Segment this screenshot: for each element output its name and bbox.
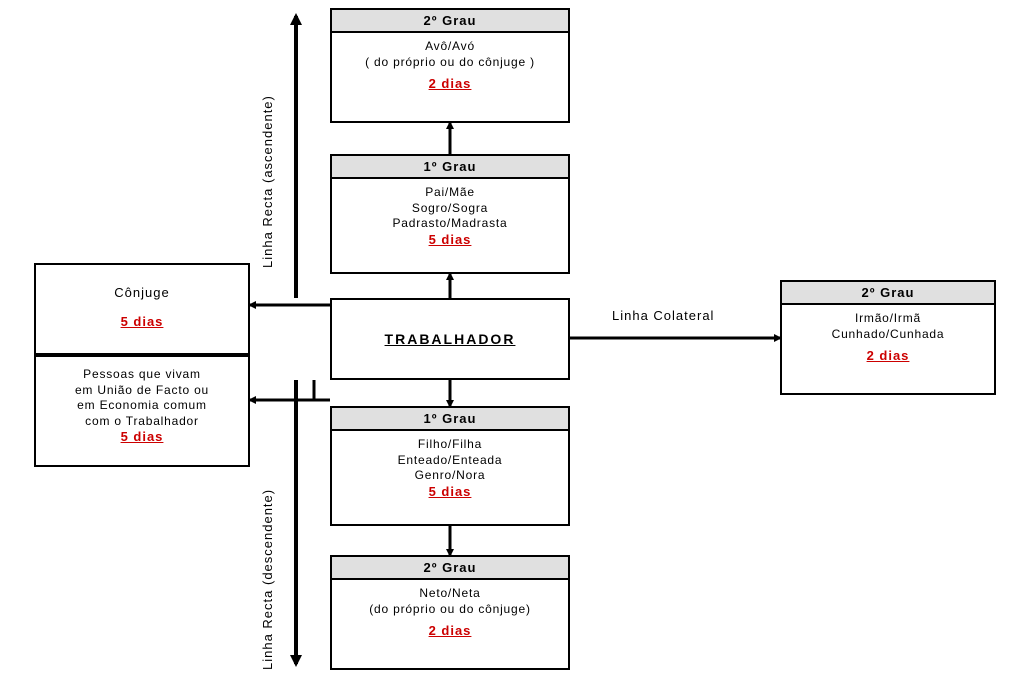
node-days: 5 dias bbox=[40, 314, 244, 331]
node-line: Neto/Neta bbox=[336, 586, 564, 602]
node-line: Padrasto/Madrasta bbox=[336, 216, 564, 232]
node-body: Pessoas que vivam em União de Facto ou e… bbox=[36, 357, 248, 450]
node-days: 5 dias bbox=[40, 429, 244, 446]
node-line: Cunhado/Cunhada bbox=[786, 327, 990, 343]
node-line: Genro/Nora bbox=[336, 468, 564, 484]
node-uniao-facto: Pessoas que vivam em União de Facto ou e… bbox=[34, 355, 250, 467]
node-days: 2 dias bbox=[336, 76, 564, 93]
node-header: 2º Grau bbox=[332, 557, 568, 580]
axis-label-ascendente: Linha Recta (ascendente) bbox=[260, 16, 275, 268]
node-line: Sogro/Sogra bbox=[336, 201, 564, 217]
node-line: (do próprio ou do cônjuge) bbox=[336, 602, 564, 618]
diagram-canvas: Linha Recta (ascendente) Linha Recta (de… bbox=[0, 0, 1024, 690]
node-line: em Economia comum bbox=[40, 398, 244, 414]
node-colateral-2grau: 2º Grau Irmão/Irmã Cunhado/Cunhada 2 dia… bbox=[780, 280, 996, 395]
node-line: em União de Facto ou bbox=[40, 383, 244, 399]
node-trabalhador: TRABALHADOR bbox=[330, 298, 570, 380]
node-line: com o Trabalhador bbox=[40, 414, 244, 430]
node-line: Pai/Mãe bbox=[336, 185, 564, 201]
node-body: Pai/Mãe Sogro/Sogra Padrasto/Madrasta 5 … bbox=[332, 179, 568, 253]
node-body: Filho/Filha Enteado/Enteada Genro/Nora 5… bbox=[332, 431, 568, 505]
node-line: Irmão/Irmã bbox=[786, 311, 990, 327]
node-line: Enteado/Enteada bbox=[336, 453, 564, 469]
axis-label-descendente: Linha Recta (descendente) bbox=[260, 410, 275, 670]
node-asc-2grau: 2º Grau Avô/Avó ( do próprio ou do cônju… bbox=[330, 8, 570, 123]
node-line: Cônjuge bbox=[40, 285, 244, 302]
node-header: 1º Grau bbox=[332, 408, 568, 431]
node-conjuge: Cônjuge 5 dias bbox=[34, 263, 250, 355]
node-days: 2 dias bbox=[786, 348, 990, 365]
node-line: Filho/Filha bbox=[336, 437, 564, 453]
node-line: ( do próprio ou do cônjuge ) bbox=[336, 55, 564, 71]
node-desc-2grau: 2º Grau Neto/Neta (do próprio ou do cônj… bbox=[330, 555, 570, 670]
node-days: 5 dias bbox=[336, 232, 564, 249]
node-days: 2 dias bbox=[336, 623, 564, 640]
node-header: 2º Grau bbox=[782, 282, 994, 305]
center-label: TRABALHADOR bbox=[385, 331, 516, 347]
node-days: 5 dias bbox=[336, 484, 564, 501]
node-body: Irmão/Irmã Cunhado/Cunhada 2 dias bbox=[782, 305, 994, 369]
node-header: 2º Grau bbox=[332, 10, 568, 33]
node-body: Cônjuge 5 dias bbox=[36, 265, 248, 335]
node-line: Pessoas que vivam bbox=[40, 367, 244, 383]
node-header: 1º Grau bbox=[332, 156, 568, 179]
node-body: Neto/Neta (do próprio ou do cônjuge) 2 d… bbox=[332, 580, 568, 644]
node-line: Avô/Avó bbox=[336, 39, 564, 55]
axis-label-colateral: Linha Colateral bbox=[612, 308, 714, 323]
node-desc-1grau: 1º Grau Filho/Filha Enteado/Enteada Genr… bbox=[330, 406, 570, 526]
node-body: Avô/Avó ( do próprio ou do cônjuge ) 2 d… bbox=[332, 33, 568, 97]
node-asc-1grau: 1º Grau Pai/Mãe Sogro/Sogra Padrasto/Mad… bbox=[330, 154, 570, 274]
